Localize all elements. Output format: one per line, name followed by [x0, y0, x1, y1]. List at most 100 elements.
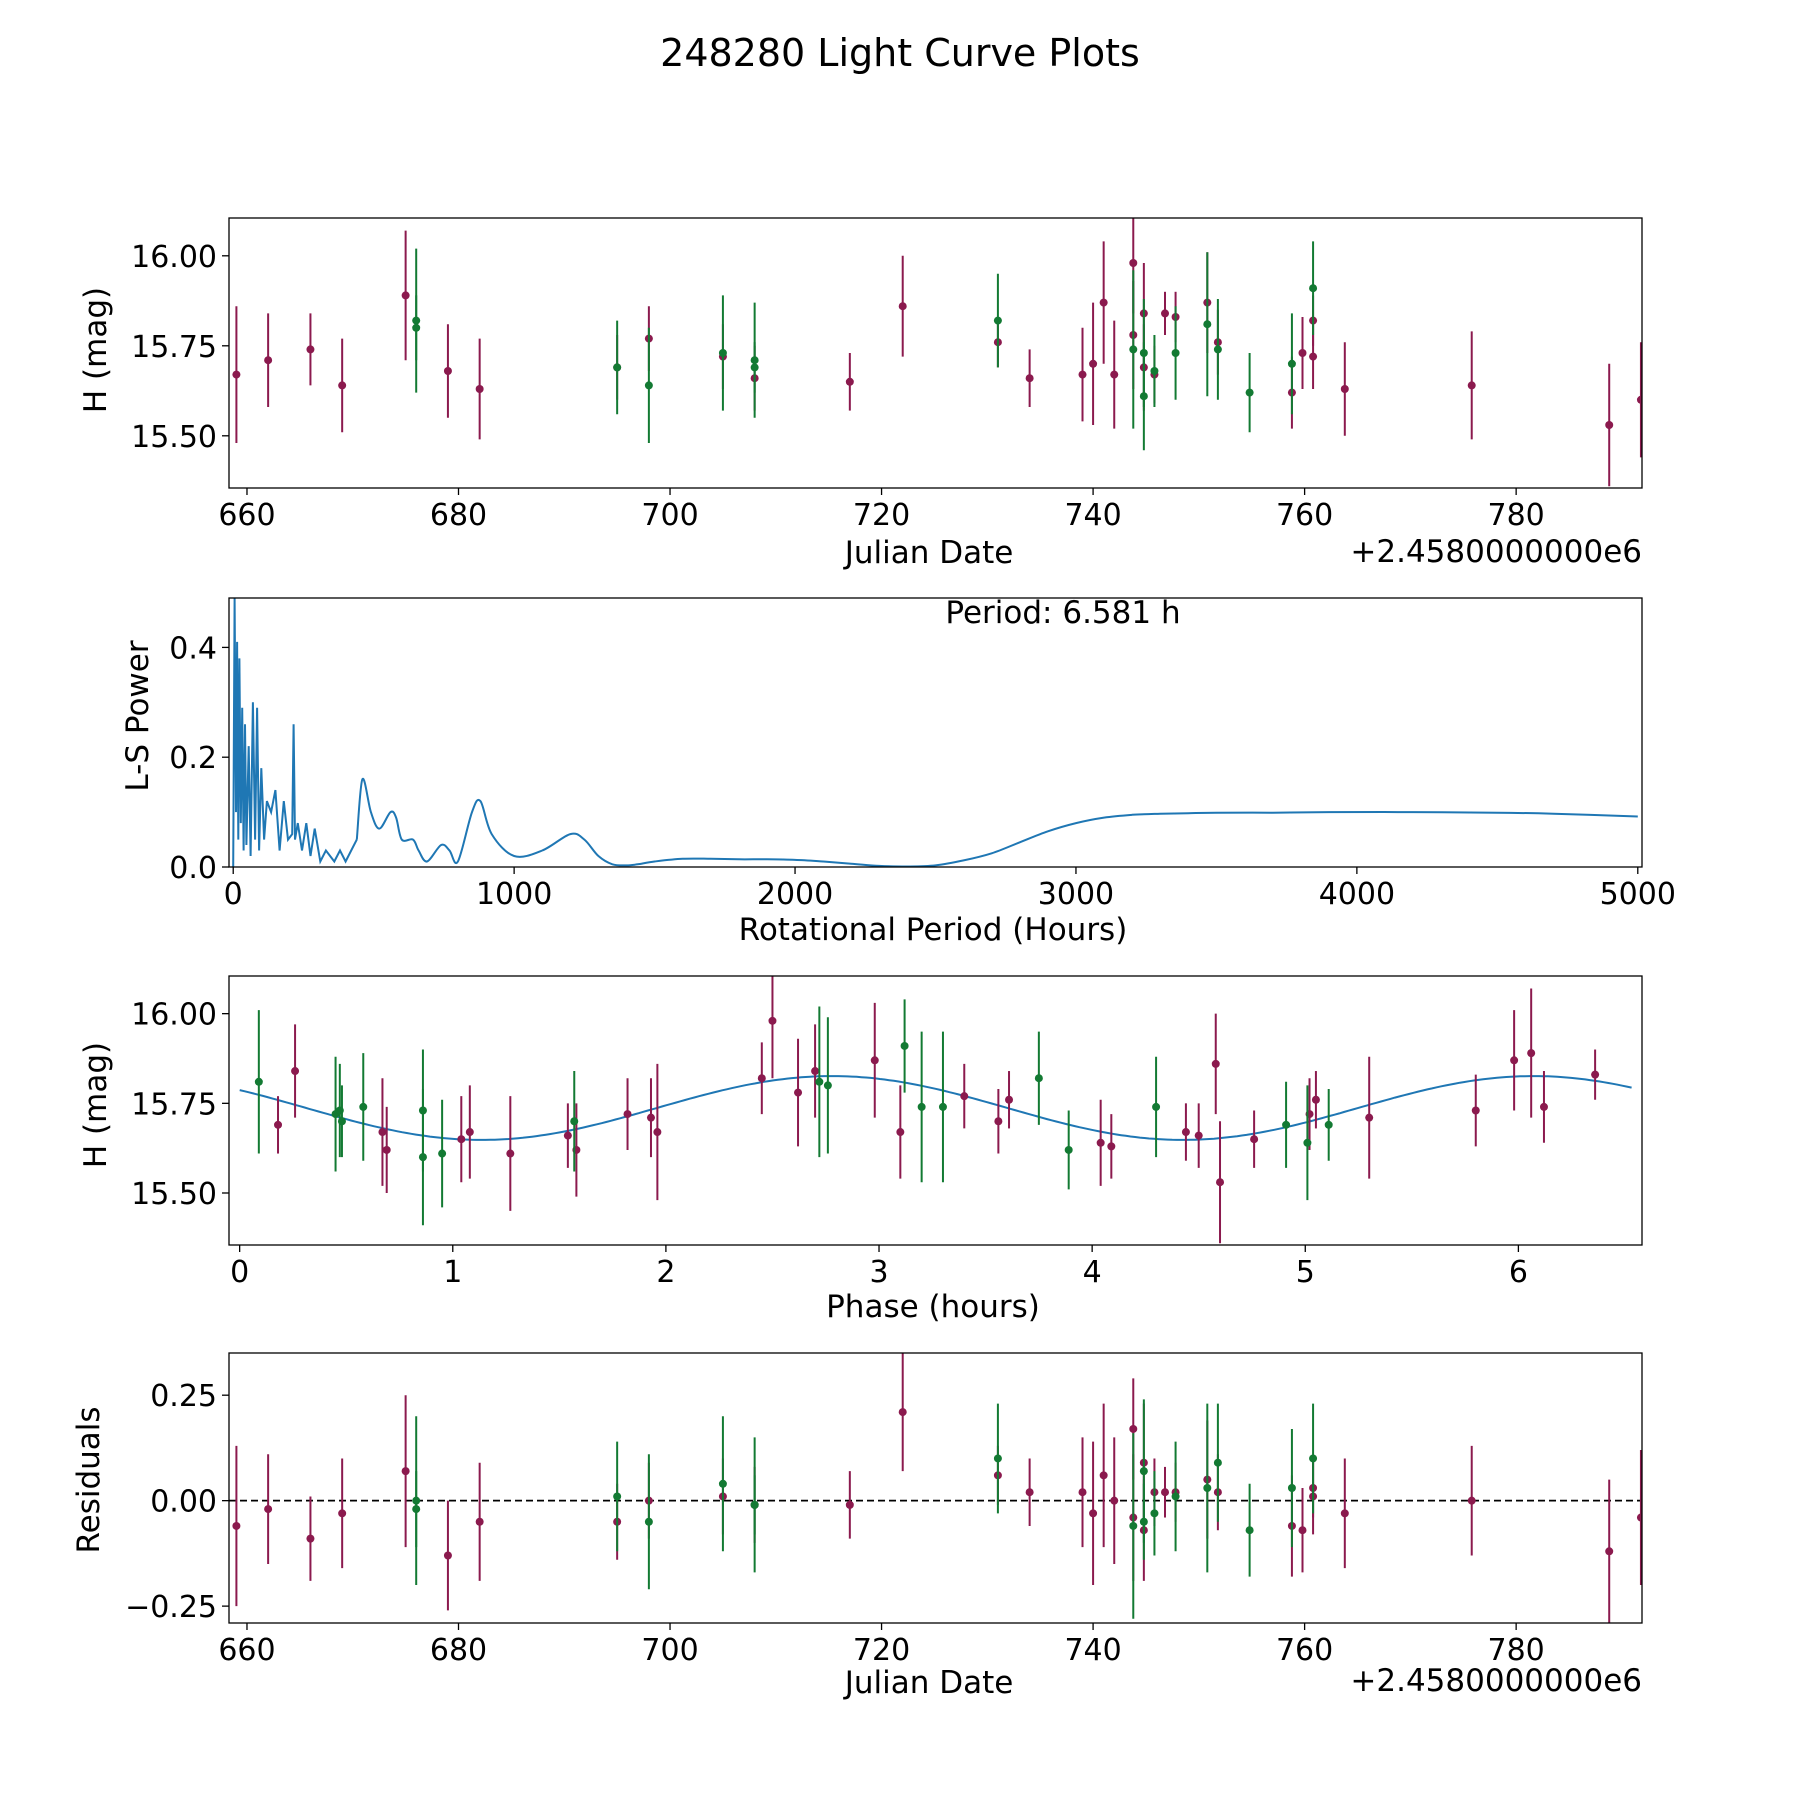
- data-point-red: [1605, 421, 1614, 429]
- data-point-green: [570, 1117, 579, 1126]
- data-point-red: [994, 1117, 1003, 1126]
- y-tick-label: −0.25: [125, 1590, 217, 1625]
- light-curve-panel: Julian Date H (mag) +2.4580000000e6 660 6…: [78, 217, 1643, 571]
- y-tick-label: 15.50: [131, 1177, 217, 1212]
- y-tick-label: 15.50: [131, 420, 217, 455]
- data-point-red: [1211, 1059, 1220, 1068]
- axes-frame: [228, 597, 1643, 868]
- data-point-red: [1078, 1488, 1087, 1497]
- x-tick-label: 5000: [1600, 877, 1676, 912]
- data-point-green: [1213, 1458, 1222, 1467]
- y-tick-label: 16.00: [131, 240, 217, 275]
- data-point-green: [823, 1081, 832, 1090]
- data-point-red: [1309, 352, 1318, 361]
- data-point-red: [1365, 1113, 1374, 1122]
- phased-curve-panel: Phase (hours) H (mag) 0 1 2 3 4 5 6 15.50 15.75 1…: [78, 975, 1643, 1325]
- data-point-red: [475, 1517, 484, 1526]
- periodogram-line: [355, 777, 1638, 867]
- data-point-green: [750, 1500, 759, 1509]
- x-tick-label: 760: [1276, 1633, 1333, 1668]
- plot-area: [232, 598, 1638, 867]
- x-tick-label: 660: [218, 498, 275, 533]
- residuals-x-offset: +2.4580000000e6: [1350, 1663, 1642, 1699]
- data-point-green: [750, 363, 759, 372]
- data-point-red: [1471, 1106, 1480, 1115]
- light-curve-y-label: H (mag): [78, 287, 114, 413]
- data-point-green: [1171, 349, 1180, 357]
- data-point-red: [1636, 395, 1642, 404]
- y-tick-label: 0.0: [169, 851, 217, 886]
- periodogram-annotation: Period: 6.581 h: [945, 595, 1180, 631]
- data-point-red: [264, 356, 273, 365]
- data-point-green: [1139, 1517, 1148, 1526]
- x-tick-label: 3000: [1038, 877, 1114, 912]
- residuals-x-label: Julian Date: [843, 1665, 1014, 1701]
- data-point-red: [306, 345, 315, 354]
- y-tick-label: 16.00: [131, 998, 217, 1033]
- data-point-red: [1539, 1102, 1548, 1111]
- x-tick-label: 760: [1276, 498, 1333, 533]
- data-point-red: [338, 381, 347, 390]
- data-point-green: [1129, 345, 1138, 354]
- x-tick-label: 740: [1064, 498, 1121, 533]
- data-point-green: [1245, 388, 1254, 397]
- y-tick-label: 0.25: [150, 1379, 217, 1414]
- data-point-green: [1245, 1526, 1254, 1535]
- x-tick-label: 4: [1083, 1255, 1102, 1290]
- data-point-red: [1636, 1513, 1642, 1522]
- data-point-red: [378, 1128, 387, 1137]
- data-point-red: [1250, 1135, 1259, 1144]
- data-point-green: [1129, 1521, 1138, 1530]
- data-point-red: [1510, 1056, 1519, 1065]
- data-point-red: [1089, 1509, 1098, 1518]
- data-point-green: [1150, 367, 1159, 375]
- data-point-red: [845, 377, 854, 386]
- data-point-red: [1216, 1178, 1225, 1187]
- data-point-red: [1605, 1547, 1614, 1556]
- data-point-red: [1078, 370, 1087, 379]
- data-point-green: [1150, 1509, 1159, 1518]
- data-point-green: [359, 1102, 368, 1111]
- fit-curve-line: [239, 1075, 1632, 1141]
- data-point-red: [1311, 1095, 1320, 1104]
- data-point-red: [870, 1056, 879, 1065]
- data-point-green: [1171, 1492, 1180, 1501]
- data-point-red: [506, 1149, 515, 1158]
- x-tick-label: 700: [641, 498, 698, 533]
- data-point-green: [1282, 1120, 1291, 1129]
- data-point-red: [274, 1120, 283, 1129]
- data-point-green: [1309, 284, 1318, 293]
- data-point-red: [845, 1500, 854, 1509]
- data-point-green: [412, 323, 421, 332]
- figure-title: 248280 Light Curve Plots: [660, 31, 1140, 75]
- y-tick-label: 0.00: [150, 1485, 217, 1520]
- data-point-red: [1340, 385, 1349, 393]
- data-point-red: [382, 1145, 391, 1154]
- data-point-red: [1096, 1138, 1105, 1147]
- data-point-red: [338, 1509, 347, 1518]
- y-tick-label: 15.75: [131, 1087, 217, 1122]
- axes-frame: [228, 1352, 1643, 1624]
- data-point-green: [1303, 1138, 1312, 1147]
- data-point-red: [1110, 1496, 1119, 1505]
- x-tick-label: 720: [853, 1633, 910, 1668]
- data-point-green: [938, 1102, 947, 1111]
- data-point-red: [1467, 381, 1476, 390]
- data-point-red: [475, 385, 484, 393]
- x-tick-label: 3: [869, 1255, 888, 1290]
- x-tick-label: 680: [430, 498, 487, 533]
- x-tick-label: 720: [853, 498, 910, 533]
- data-point-green: [900, 1041, 909, 1050]
- y-tick-label: 0.2: [169, 741, 217, 776]
- data-point-red: [443, 367, 452, 375]
- data-point-green: [418, 1153, 427, 1162]
- plot-area: [229, 1353, 1642, 1623]
- data-point-green: [917, 1102, 926, 1111]
- data-point-red: [465, 1128, 474, 1137]
- data-point-red: [563, 1131, 572, 1140]
- data-point-red: [768, 1016, 777, 1025]
- periodogram-panel: Period: 6.581 h Rotational Period (Hours…: [120, 595, 1676, 948]
- data-point-red: [232, 1521, 241, 1530]
